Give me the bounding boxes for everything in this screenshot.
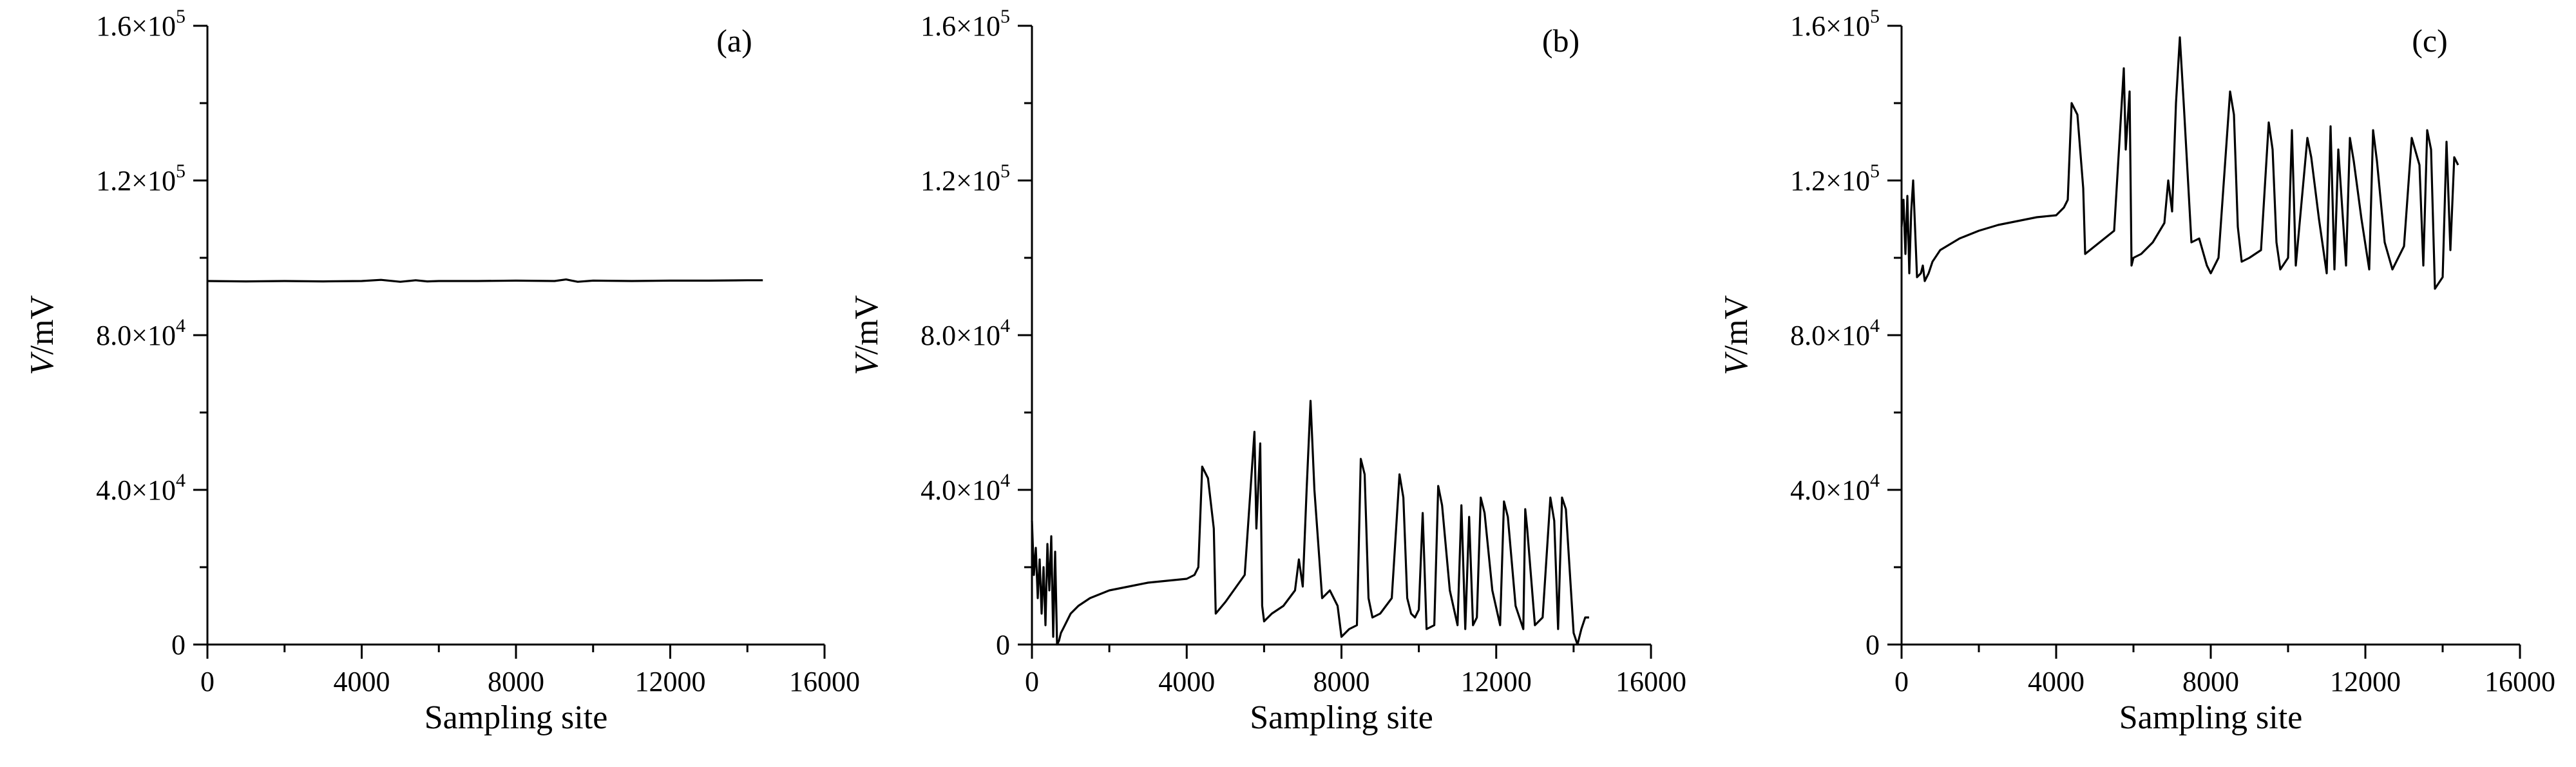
x-tick-label: 4000 [334, 666, 390, 697]
x-tick-label: 0 [200, 666, 215, 697]
y-tick-label: 4.0×104 [96, 470, 186, 506]
y-tick-exponent: 4 [1870, 315, 1880, 336]
x-tick-label: 12000 [2330, 666, 2401, 697]
y-axis-variable: V [24, 351, 61, 375]
x-tick-label: 8000 [488, 666, 544, 697]
y-axis-unit: /mV [24, 295, 61, 354]
y-axis-variable: V [848, 351, 885, 375]
panel-label: (c) [2412, 23, 2448, 59]
y-axis-title: V/mV [848, 295, 885, 375]
y-axis-title: V/mV [1718, 295, 1755, 375]
y-tick-exponent: 5 [1000, 160, 1010, 182]
x-tick-label: 0 [1025, 666, 1039, 697]
y-tick-label: 8.0×104 [96, 315, 186, 351]
x-tick-label: 4000 [1158, 666, 1215, 697]
y-tick-exponent: 5 [176, 6, 186, 27]
y-tick-label: 8.0×104 [1790, 315, 1880, 351]
x-axis-title: Sampling site [2119, 699, 2303, 736]
y-tick-mantissa: 8.0×10 [1790, 320, 1870, 351]
y-tick-exponent: 5 [1000, 6, 1010, 27]
y-tick-exponent: 4 [176, 315, 186, 336]
y-tick-exponent: 5 [1870, 160, 1880, 182]
y-tick-label: 4.0×104 [1790, 470, 1880, 506]
y-tick-label: 1.2×105 [921, 160, 1010, 197]
panel-label: (a) [716, 23, 752, 59]
y-tick-label: 4.0×104 [921, 470, 1010, 506]
y-tick-exponent: 4 [176, 470, 186, 491]
panel-label: (b) [1542, 23, 1579, 59]
y-tick-label: 0 [171, 629, 186, 661]
y-axis-title: V/mV [24, 295, 61, 375]
y-axis-variable: V [1718, 351, 1755, 375]
y-tick-mantissa: 0 [996, 629, 1010, 661]
y-tick-mantissa: 4.0×10 [1790, 474, 1870, 506]
y-tick-label: 1.6×105 [921, 6, 1010, 42]
y-tick-mantissa: 0 [1865, 629, 1880, 661]
x-axis-title: Sampling site [425, 699, 608, 736]
y-tick-mantissa: 1.6×10 [921, 10, 1000, 42]
x-tick-label: 0 [1894, 666, 1909, 697]
y-tick-mantissa: 1.2×10 [96, 165, 176, 197]
y-tick-mantissa: 1.6×10 [1790, 10, 1870, 42]
y-tick-exponent: 4 [1000, 470, 1010, 491]
y-tick-label: 0 [996, 629, 1010, 661]
y-tick-exponent: 4 [1000, 315, 1010, 336]
x-tick-label: 16000 [789, 666, 860, 697]
x-tick-label: 4000 [2028, 666, 2085, 697]
x-tick-label: 8000 [1313, 666, 1370, 697]
chart-panel-a: 0 4000 8000 12000 1600004.0×1048.0×1041.2×10… [24, 6, 860, 736]
x-tick-label: 12000 [635, 666, 706, 697]
y-tick-mantissa: 0 [171, 629, 186, 661]
x-axis-title: Sampling site [1250, 699, 1433, 736]
y-tick-mantissa: 8.0×10 [96, 320, 176, 351]
y-tick-label: 1.2×105 [96, 160, 186, 197]
x-tick-label: 12000 [1461, 666, 1532, 697]
series-line [1900, 36, 2459, 290]
y-tick-mantissa: 4.0×10 [921, 474, 1000, 506]
y-axis-unit: /mV [1718, 295, 1755, 354]
y-tick-label: 1.6×105 [96, 6, 186, 42]
y-axis-unit: /mV [848, 295, 885, 354]
y-tick-label: 1.6×105 [1790, 6, 1880, 42]
y-tick-label: 1.2×105 [1790, 160, 1880, 197]
x-tick-label: 16000 [2485, 666, 2555, 697]
chart-panel-b: 0 4000 8000 12000 1600004.0×1048.0×1041.2×10… [848, 6, 1686, 736]
y-tick-exponent: 4 [1870, 470, 1880, 491]
chart-panel-c: 0 4000 8000 12000 1600004.0×1048.0×1041.2×10… [1718, 6, 2555, 736]
series-line [1031, 400, 1589, 646]
y-tick-mantissa: 1.2×10 [1790, 165, 1870, 197]
y-tick-exponent: 5 [1870, 6, 1880, 27]
y-tick-mantissa: 1.6×10 [96, 10, 176, 42]
y-tick-mantissa: 1.2×10 [921, 165, 1000, 197]
x-tick-label: 16000 [1616, 666, 1686, 697]
y-tick-mantissa: 8.0×10 [921, 320, 1000, 351]
y-tick-mantissa: 4.0×10 [96, 474, 176, 506]
y-tick-label: 0 [1865, 629, 1880, 661]
series-line [207, 278, 763, 283]
y-tick-exponent: 5 [176, 160, 186, 182]
x-tick-label: 8000 [2182, 666, 2239, 697]
y-tick-label: 8.0×104 [921, 315, 1010, 351]
